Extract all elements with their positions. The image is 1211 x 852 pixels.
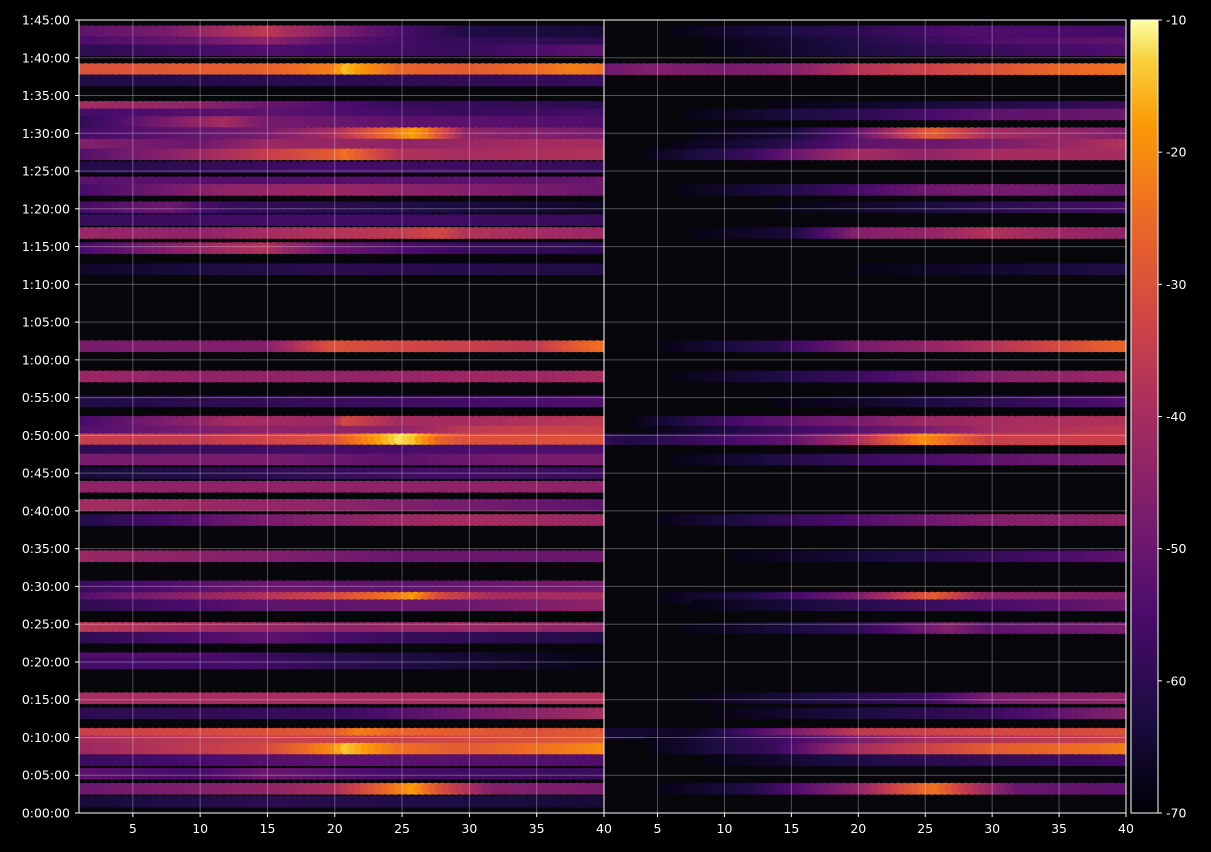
hexbin-cell — [596, 415, 604, 428]
hexbin-cell — [596, 550, 604, 563]
hexbin-cell — [596, 467, 604, 480]
hexbin-cell — [596, 227, 604, 239]
hexbin-cell — [596, 161, 604, 174]
hexbin-cell — [596, 514, 604, 526]
hexbin-cell — [596, 201, 604, 214]
hexbin-cell — [596, 127, 604, 140]
hexbin-cell — [596, 395, 604, 408]
hexbin-cell — [596, 498, 604, 511]
hexbin-cell — [596, 74, 604, 87]
hexbin-cell — [596, 25, 604, 38]
hexbin-cell — [596, 370, 604, 383]
hexbin-cell — [596, 214, 604, 227]
hexbin-cells-left — [79, 25, 604, 808]
hexbin-cell — [596, 340, 604, 353]
hexbin-cell — [596, 242, 604, 255]
hexbin-cell — [596, 148, 604, 161]
hexbin-cell — [596, 138, 604, 151]
hexbin-cell — [596, 63, 604, 76]
hexbin-cell — [596, 433, 604, 446]
hexbin-cell — [596, 444, 604, 457]
hexbin-cell — [596, 580, 604, 593]
hexbin-cell — [596, 116, 604, 128]
hexbin-cell — [596, 183, 604, 196]
hexbin-cell — [596, 263, 604, 276]
hexbin-cell — [596, 453, 604, 466]
hexbin-cell — [596, 44, 604, 57]
hexbin-cell — [596, 480, 604, 493]
